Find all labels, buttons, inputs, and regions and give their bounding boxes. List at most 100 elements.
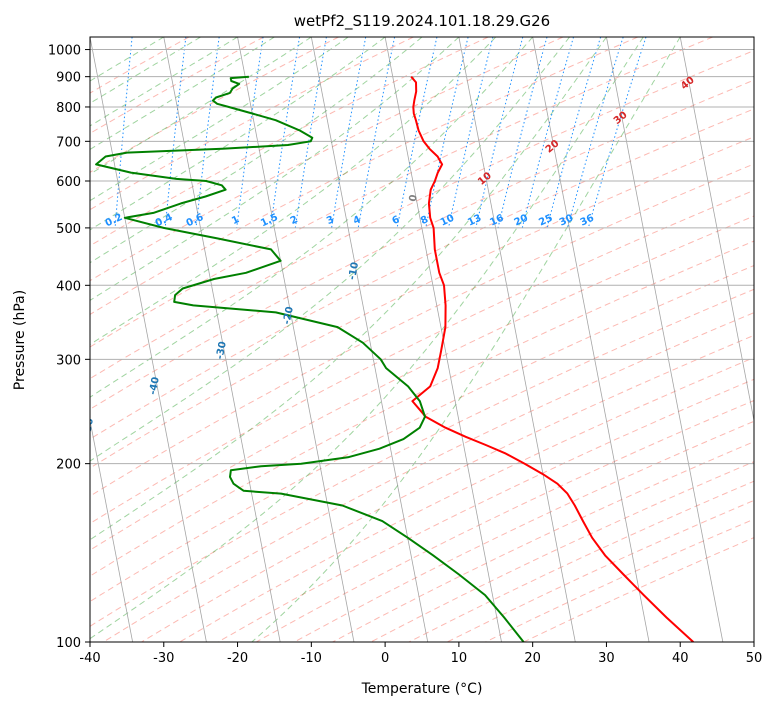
dry-adiabat-line bbox=[90, 163, 754, 497]
mixing-ratio-label: 8 bbox=[419, 214, 430, 227]
y-tick-label: 600 bbox=[56, 175, 81, 190]
y-axis-label: Pressure (hPa) bbox=[12, 290, 28, 390]
y-tick-label: 700 bbox=[56, 135, 81, 150]
dry-adiabat-line bbox=[90, 37, 639, 315]
x-tick-label: 0 bbox=[381, 651, 389, 666]
x-tick-label: -40 bbox=[79, 651, 100, 666]
moist-adiabat-line bbox=[90, 37, 275, 150]
mixing-ratio-line bbox=[546, 37, 602, 229]
mixing-ratio-label: 16 bbox=[488, 213, 505, 229]
isotherm-line bbox=[532, 37, 650, 642]
dry-adiabat-line bbox=[90, 79, 754, 410]
dry-adiabat-line bbox=[90, 37, 414, 211]
y-tick-label: 200 bbox=[56, 458, 81, 473]
y-tick-label: 900 bbox=[56, 71, 81, 86]
plot-area: -100-90-80-70-60-50-40-30-20-1000.10.20.… bbox=[82, 37, 754, 642]
dry-adiabat-line bbox=[90, 50, 754, 380]
dry-adiabat-line bbox=[90, 37, 489, 247]
y-tick-label: 400 bbox=[56, 279, 81, 294]
dewpoint-profile-line bbox=[95, 75, 525, 642]
isotherm-line bbox=[237, 37, 355, 642]
mixing-ratio-line bbox=[425, 37, 469, 229]
data-series bbox=[95, 75, 694, 642]
dry-adiabat-line bbox=[90, 37, 713, 348]
mixing-ratio-label: 36 bbox=[579, 213, 596, 229]
dry-adiabat-line bbox=[103, 312, 754, 642]
grid-lines bbox=[90, 37, 754, 642]
x-tick-label: -20 bbox=[227, 651, 248, 666]
x-tick-label: 10 bbox=[451, 651, 468, 666]
y-tick-label: 300 bbox=[56, 353, 81, 368]
x-tick-label: 30 bbox=[598, 651, 615, 666]
mixing-ratio-label: 13 bbox=[466, 213, 483, 229]
mixing-ratio-line bbox=[164, 37, 187, 228]
mixing-ratio-label: 2 bbox=[289, 214, 300, 227]
moist-adiabat-line bbox=[90, 37, 386, 231]
dry-adiabat-line bbox=[90, 240, 754, 577]
x-tick-label: 40 bbox=[672, 651, 689, 666]
dry-adiabat-line bbox=[90, 37, 564, 282]
x-tick-label: -30 bbox=[153, 651, 174, 666]
mixing-ratio-label: 1 bbox=[230, 214, 241, 227]
moist-adiabat-line bbox=[251, 37, 681, 642]
y-tick-label: 800 bbox=[56, 101, 81, 116]
mixing-ratio-label: 3 bbox=[325, 214, 336, 227]
moist-adiabat-line bbox=[90, 37, 644, 640]
plot-frame bbox=[89, 36, 755, 643]
moist-adiabat-line bbox=[90, 37, 460, 301]
isotherm-line bbox=[310, 37, 429, 642]
moist-adiabats bbox=[90, 37, 681, 642]
isotherm-line bbox=[90, 418, 134, 642]
y-tick-label: 500 bbox=[56, 222, 81, 237]
mixing-ratio-label: 20 bbox=[513, 213, 530, 229]
temperature-profile-line bbox=[410, 76, 694, 642]
moist-adiabat-line bbox=[90, 37, 570, 462]
x-tick-label: 50 bbox=[746, 651, 763, 666]
isotherm-line bbox=[606, 37, 724, 642]
mixing-ratio-line bbox=[195, 37, 220, 228]
isotherm-label: -50 bbox=[82, 417, 96, 437]
dry-adiabat-line bbox=[90, 264, 754, 603]
moist-adiabat-line bbox=[90, 37, 423, 264]
mixing-ratio-line bbox=[396, 37, 438, 228]
isotherm-label: -30 bbox=[215, 340, 229, 360]
dry-adiabats bbox=[90, 37, 754, 642]
moist-adiabat-line bbox=[90, 37, 607, 541]
y-tick-label: 100 bbox=[56, 636, 81, 651]
dry-adiabat-line bbox=[90, 37, 190, 94]
isotherm-line bbox=[90, 37, 207, 642]
isotherm-label: 0 bbox=[408, 194, 420, 203]
isotherm-line bbox=[458, 37, 576, 642]
isotherm-line bbox=[163, 37, 281, 642]
y-tick-label: 1000 bbox=[48, 44, 81, 59]
chart-title: wetPf2_S119.2024.101.18.29.G26 bbox=[294, 12, 550, 31]
dry-adiabat-line bbox=[141, 334, 754, 642]
dry-adiabat-line bbox=[217, 378, 754, 642]
isotherm-label: -40 bbox=[148, 376, 162, 396]
isotherm-line bbox=[679, 37, 754, 423]
mixing-ratio-line bbox=[475, 37, 524, 229]
mixing-ratio-label: 30 bbox=[558, 213, 575, 229]
mixing-ratio-label: 4 bbox=[352, 214, 363, 227]
axes: -40 -30 -20 -10 0 10 20 30 40 5010009008007006005… bbox=[48, 44, 762, 666]
mixing-ratio-line bbox=[567, 37, 624, 229]
x-axis-label: Temperature (°C) bbox=[361, 681, 483, 697]
dry-adiabat-line bbox=[90, 37, 339, 173]
x-tick-label: -10 bbox=[301, 651, 322, 666]
x-tick-label: 20 bbox=[524, 651, 541, 666]
isotherm-label: -10 bbox=[347, 261, 361, 281]
mixing-ratio-label: 25 bbox=[537, 213, 554, 229]
mixing-ratio-line bbox=[497, 37, 548, 229]
mixing-ratio-label: 6 bbox=[391, 214, 402, 227]
mixing-ratio-label: 10 bbox=[439, 213, 456, 229]
moist-adiabat-line bbox=[90, 37, 238, 127]
dry-adiabat-line bbox=[90, 136, 754, 469]
mixing-ratio-line bbox=[270, 37, 301, 228]
moist-adiabat-line bbox=[90, 37, 349, 202]
mixing-ratio-line bbox=[521, 37, 574, 229]
mixing-ratio-line bbox=[587, 37, 647, 229]
moist-adiabat-line bbox=[90, 37, 534, 398]
mixing-ratio-line bbox=[236, 37, 264, 228]
